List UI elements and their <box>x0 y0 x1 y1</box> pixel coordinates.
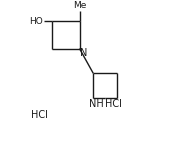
Text: N: N <box>80 48 88 58</box>
Text: HCl: HCl <box>104 99 121 109</box>
Text: NH: NH <box>89 99 104 109</box>
Text: Me: Me <box>73 1 86 10</box>
Text: HCl: HCl <box>31 109 48 120</box>
Text: HO: HO <box>29 17 42 26</box>
